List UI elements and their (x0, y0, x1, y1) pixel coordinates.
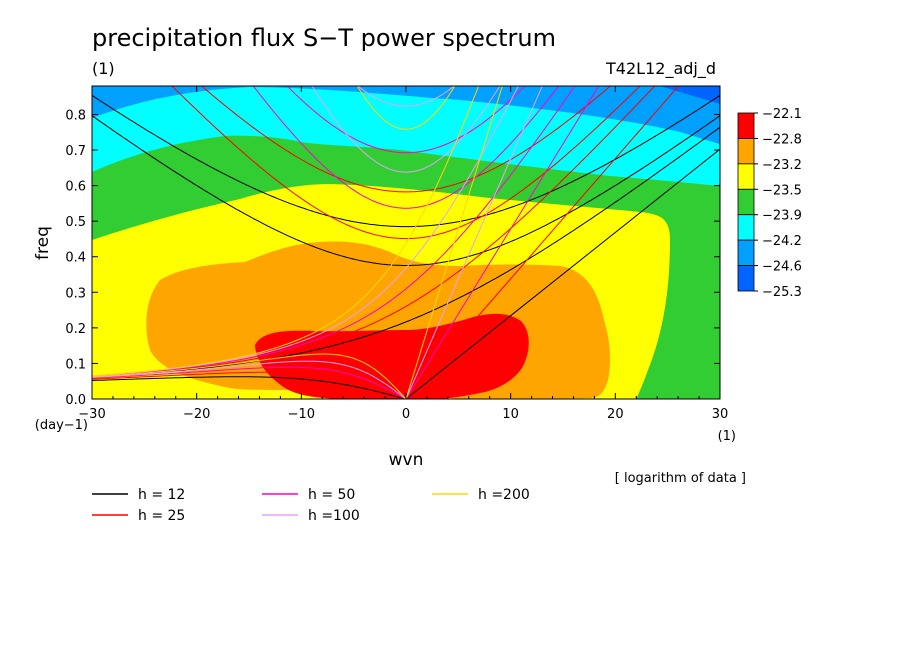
colorbar-label: −25.3 (762, 285, 802, 300)
dispersion-curve-kelvin-h200 (405, 86, 503, 399)
dispersion-curve-ig1-h25 (171, 86, 641, 240)
y-tick-label: 0.2 (65, 322, 86, 337)
dispersion-curves (92, 86, 720, 399)
dispersion-curve-er1-h12 (92, 376, 407, 399)
colorbar-swatch (737, 112, 755, 139)
dispersion-curve-ig2-h50 (286, 86, 526, 154)
x-unit-label: (1) (718, 429, 736, 444)
dispersion-curve-ig2-h100 (357, 86, 455, 107)
dispersion-curve-mrg-h12 (92, 126, 720, 378)
x-tick-label: 20 (607, 407, 624, 422)
dispersion-curve-er1-h100 (92, 360, 407, 399)
y-tick-label: 0.5 (65, 215, 86, 230)
x-tick-label: 30 (712, 407, 729, 422)
chart-title: precipitation flux S−T power spectrum (92, 24, 556, 52)
x-tick-label: −30 (78, 407, 105, 422)
legend-label: h =200 (478, 487, 530, 503)
colorbar-label: −23.9 (762, 209, 802, 224)
dispersion-curve-ig1-h50 (252, 86, 560, 209)
colorbar-swatch (737, 138, 755, 165)
dispersion-curve-kelvin-h12 (405, 148, 720, 399)
colorbar-label: −23.2 (762, 158, 802, 173)
colorbar-label: −22.1 (762, 107, 802, 122)
y-axis: 0.0 0.1 0.2 0.3 0.4 0.5 0.6 0.7 0.8 (65, 108, 720, 408)
legend-label: h =100 (308, 508, 360, 524)
dispersion-curve-mrg-h200 (92, 86, 480, 377)
dispersion-curve-er1-h25 (92, 371, 407, 399)
colorbar-label: −22.8 (762, 132, 802, 147)
dispersion-curve-ig1-h100 (311, 86, 501, 173)
dispersion-curve-kelvin-h25 (405, 86, 680, 399)
y-tick-label: 0.3 (65, 286, 86, 301)
legend: h = 12 h = 25 h = 50 h =100 h =200 (92, 487, 530, 524)
y-tick-label: 0.0 (65, 393, 86, 408)
x-axis: −30 −20 −10 0 10 20 30 (78, 86, 728, 422)
dispersion-curve-er1-h50 (92, 366, 407, 399)
y-unit-label: (day−1) (35, 418, 88, 433)
x-tick-label: 10 (502, 407, 519, 422)
y-tick-label: 0.6 (65, 180, 86, 195)
colorbar-swatch (737, 239, 755, 266)
legend-label: h = 50 (308, 487, 355, 503)
x-tick-label: 0 (402, 407, 410, 422)
colorbar-swatch (737, 214, 755, 241)
y-tick-label: 0.1 (65, 357, 86, 372)
colorbar-label: −23.5 (762, 183, 802, 198)
colorbar: −22.1 −22.8 −23.2 −23.5 −23.9 −24.2 −24.6 −25.3 (737, 107, 802, 300)
y-axis-title: freq (33, 226, 53, 260)
x-tick-label: −10 (288, 407, 315, 422)
x-axis-title: wvn (389, 450, 424, 470)
colorbar-swatch (737, 265, 755, 292)
colorbar-swatch (737, 188, 755, 216)
contour-band-highest (255, 313, 529, 399)
y-tick-label: 0.7 (65, 144, 86, 159)
colorbar-swatch (737, 163, 755, 190)
dispersion-curve-er1-h200 (92, 353, 407, 399)
colorbar-label: −24.2 (762, 234, 802, 249)
data-note: [ logarithm of data ] (615, 471, 746, 486)
dispersion-curve-ig1-h12 (92, 115, 720, 266)
legend-label: h = 12 (138, 487, 185, 503)
dispersion-curve-mrg-h25 (92, 86, 656, 378)
y-tick-label: 0.4 (65, 251, 86, 266)
legend-label: h = 25 (138, 508, 185, 524)
y-tick-label: 0.8 (65, 108, 86, 123)
dispersion-curve-mrg-h100 (92, 86, 519, 377)
chart-subtitle-right: T42L12_adj_d (605, 59, 716, 79)
x-tick-label: −20 (183, 407, 210, 422)
dispersion-curve-ig1-h200 (356, 86, 456, 130)
chart-subtitle-left: (1) (92, 59, 115, 78)
dispersion-curve-ig2-h25 (200, 86, 612, 193)
dispersion-curve-kelvin-h100 (405, 86, 543, 399)
dispersion-curve-kelvin-h50 (405, 86, 600, 399)
dispersion-curve-mrg-h50 (92, 86, 576, 377)
colorbar-label: −24.6 (762, 260, 802, 275)
